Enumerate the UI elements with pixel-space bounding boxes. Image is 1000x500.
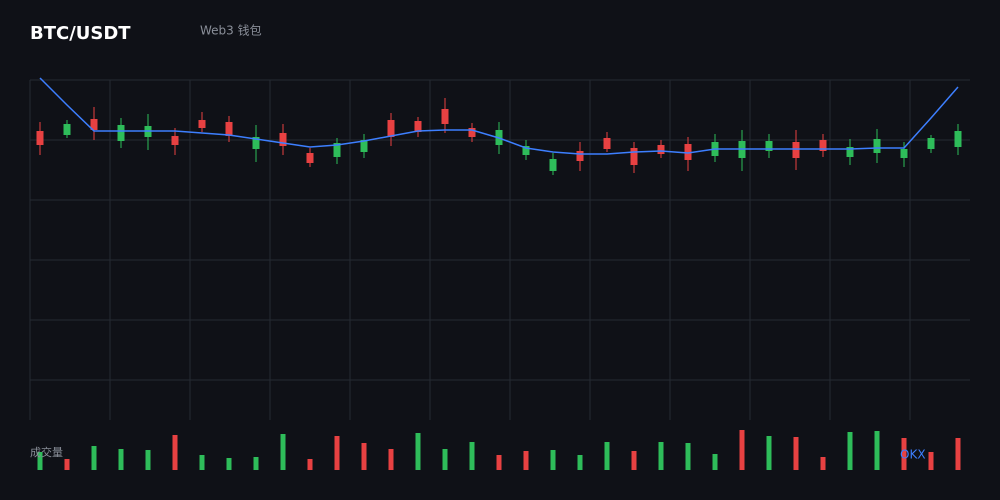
volume-bar (64, 459, 70, 470)
volume-bar (118, 449, 124, 470)
candle-body (792, 142, 800, 158)
candle-body (603, 138, 611, 149)
candle-body (819, 140, 827, 151)
volume-bar (739, 430, 745, 470)
grid (29, 79, 970, 420)
volume-bar (496, 455, 502, 470)
volume-bar (658, 442, 664, 470)
candle-body (468, 128, 476, 137)
volume-bar (199, 455, 205, 470)
candle-body (684, 144, 692, 160)
candle-body (63, 124, 71, 135)
volume-bar (172, 435, 178, 470)
candle-body (387, 120, 395, 137)
volume-bar (388, 449, 394, 470)
candle-body (900, 149, 908, 158)
candle-body (846, 147, 854, 157)
candle-body (630, 148, 638, 165)
candle-body (441, 109, 449, 124)
candle-body (306, 153, 314, 163)
volume-bar (37, 452, 43, 470)
candle-body (576, 151, 584, 161)
candle-body (927, 138, 935, 149)
volume-bar (631, 451, 637, 470)
candle-body (279, 133, 287, 146)
volume-bar (442, 449, 448, 470)
candle-body (252, 137, 260, 149)
volume-bar (145, 450, 151, 470)
candle-body (549, 159, 557, 171)
volume-bar (874, 431, 880, 470)
volume-bar (901, 438, 907, 470)
volume-bar (550, 450, 556, 470)
volume-bar (91, 446, 97, 470)
volume-bar (307, 459, 313, 470)
candle-body (954, 131, 962, 147)
volume-bar (712, 454, 718, 470)
candle-body (765, 141, 773, 151)
candle-body (36, 131, 44, 145)
volume-bar (793, 437, 799, 470)
ma-line (39, 77, 959, 155)
candle-body (360, 140, 368, 152)
volume-bar (415, 433, 421, 470)
candle-body (873, 139, 881, 153)
candle-body (117, 125, 125, 141)
volume-label: 成交量 (30, 445, 63, 459)
volume-bar (820, 457, 826, 470)
volume-bar (766, 436, 772, 470)
volume-bar (226, 458, 232, 470)
chart-title: BTC/USDT (30, 23, 131, 44)
volume-bar (955, 438, 961, 470)
candle-body (657, 145, 665, 154)
volume-bar (253, 457, 259, 470)
volume-bar (280, 434, 286, 470)
volume-bar (361, 443, 367, 470)
candle-body (90, 119, 98, 130)
volume-bar (928, 452, 934, 470)
volume-bar (685, 443, 691, 470)
watermark: OKX (900, 448, 926, 462)
candle-body (225, 122, 233, 136)
volume-bar (469, 442, 475, 470)
volume-bar (604, 442, 610, 470)
candle-body (414, 121, 422, 132)
subtitle: Web3 钱包 (200, 23, 262, 38)
volume-bar (334, 436, 340, 470)
volume-bar (847, 432, 853, 470)
candle-body (333, 143, 341, 157)
candle-body (522, 146, 530, 155)
volume-bar (523, 451, 529, 470)
candle-body (171, 136, 179, 145)
volume-bar (577, 455, 583, 470)
candle-body (198, 120, 206, 128)
